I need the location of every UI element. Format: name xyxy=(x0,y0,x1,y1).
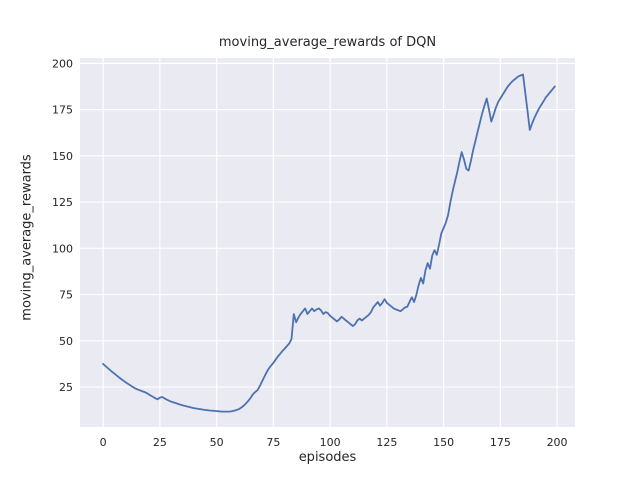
x-tick-label: 25 xyxy=(153,436,167,449)
y-tick-label: 150 xyxy=(52,150,73,163)
x-tick-label: 175 xyxy=(490,436,511,449)
y-tick-label: 125 xyxy=(52,196,73,209)
y-tick-labels: 25 50 75 100 125 150 175 200 xyxy=(52,57,73,394)
x-tick-label: 0 xyxy=(100,436,107,449)
y-tick-label: 100 xyxy=(52,242,73,255)
x-tick-label: 125 xyxy=(376,436,397,449)
y-tick-label: 175 xyxy=(52,104,73,117)
x-axis-label: episodes xyxy=(298,450,357,465)
gridlines xyxy=(80,58,575,427)
x-tick-label: 50 xyxy=(210,436,224,449)
reward-line xyxy=(102,73,556,413)
x-tick-label: 100 xyxy=(320,436,341,449)
y-tick-label: 200 xyxy=(52,57,73,70)
x-tick-label: 150 xyxy=(433,436,454,449)
chart-title: moving_average_rewards of DQN xyxy=(218,35,437,50)
x-tick-labels: 0 25 50 75 100 125 150 175 200 xyxy=(100,436,568,449)
y-tick-label: 50 xyxy=(59,335,73,348)
x-tick-label: 200 xyxy=(547,436,568,449)
y-tick-label: 25 xyxy=(59,381,73,394)
series-lines xyxy=(102,73,556,413)
x-tick-label: 75 xyxy=(266,436,280,449)
y-tick-label: 75 xyxy=(59,289,73,302)
y-axis-label: moving_average_rewards xyxy=(19,154,35,321)
